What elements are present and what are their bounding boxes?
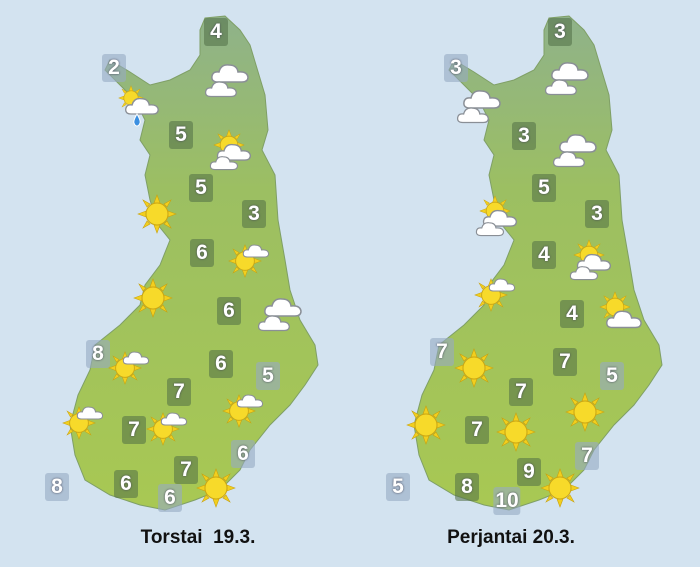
light-rain-icon [118, 85, 159, 127]
temperature-label: 7 [553, 348, 577, 376]
temperature-label: 8 [455, 473, 479, 501]
cloudy-icon [544, 62, 589, 96]
temperature-label: 6 [190, 239, 214, 267]
partly-cloudy-icon [569, 239, 612, 281]
temperature-label: 3 [585, 200, 609, 228]
temperature-label: 2 [102, 54, 126, 82]
cloudy-icon [204, 64, 249, 98]
temperature-label: 5 [256, 362, 280, 390]
temperature-label: 7 [509, 378, 533, 406]
day-label-friday: Perjantai 20.3. [447, 527, 575, 548]
temperature-label: 5 [169, 121, 193, 149]
temperature-label: 6 [231, 440, 255, 468]
partly-cloudy-icon [599, 291, 642, 329]
temperature-label: 10 [493, 487, 521, 515]
partly-cloudy-icon [108, 351, 150, 385]
sunny-icon [406, 405, 446, 445]
sunny-icon [454, 348, 494, 388]
partly-cloudy-icon [62, 406, 104, 440]
temperature-label: 7 [174, 456, 198, 484]
temperature-label: 7 [122, 416, 146, 444]
temperature-label: 6 [217, 297, 241, 325]
temperature-label: 5 [189, 174, 213, 202]
sunny-icon [540, 468, 580, 508]
partly-cloudy-icon [228, 244, 270, 278]
sunny-icon [196, 468, 236, 508]
partly-cloudy-icon [474, 278, 516, 312]
partly-cloudy-icon [222, 394, 264, 428]
partly-cloudy-icon [475, 195, 518, 237]
partly-cloudy-icon [146, 412, 188, 446]
temperature-label: 5 [600, 362, 624, 390]
sunny-icon [496, 412, 536, 452]
temperature-label: 3 [548, 18, 572, 46]
sunny-icon [133, 278, 173, 318]
temperature-label: 6 [114, 470, 138, 498]
temperature-label: 7 [465, 416, 489, 444]
temperature-label: 7 [167, 378, 191, 406]
sunny-icon [565, 392, 605, 432]
temperature-label: 6 [209, 350, 233, 378]
temperature-label: 9 [517, 458, 541, 486]
temperature-label: 4 [560, 300, 584, 328]
temperature-label: 8 [86, 340, 110, 368]
temperature-label: 7 [430, 338, 454, 366]
temperature-label: 4 [532, 241, 556, 269]
day-label-thursday: Torstai 19.3. [140, 527, 256, 548]
sunny-icon [137, 194, 177, 234]
cloudy-icon [456, 90, 501, 124]
temperature-label: 6 [158, 484, 182, 512]
temperature-label: 3 [444, 54, 468, 82]
temperature-label: 3 [242, 200, 266, 228]
temperature-label: 3 [512, 122, 536, 150]
temperature-label: 5 [386, 473, 410, 501]
temperature-label: 7 [575, 442, 599, 470]
temperature-label: 4 [204, 18, 228, 46]
cloudy-icon [257, 298, 302, 332]
cloudy-icon [552, 134, 597, 168]
temperature-label: 8 [45, 473, 69, 501]
partly-cloudy-icon [209, 129, 252, 171]
temperature-label: 5 [532, 174, 556, 202]
